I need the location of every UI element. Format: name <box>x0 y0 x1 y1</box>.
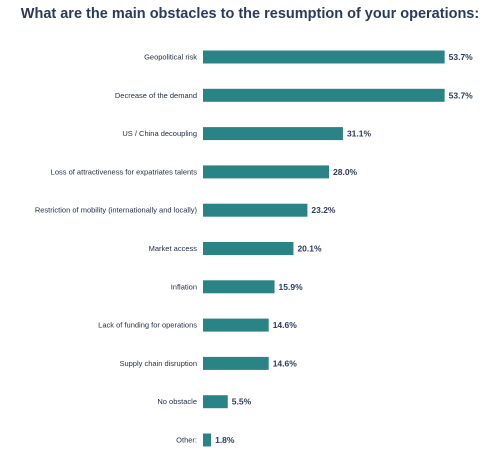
category-label: Restriction of mobility (internationally… <box>35 206 198 215</box>
value-label: 1.8% <box>215 435 235 445</box>
category-label: Lack of funding for operations <box>98 321 197 330</box>
chart-title: What are the main obstacles to the resum… <box>20 6 480 22</box>
bar <box>203 433 212 447</box>
value-label: 14.6% <box>273 358 298 368</box>
bar <box>203 280 275 294</box>
bar <box>203 165 329 179</box>
bar <box>203 50 445 64</box>
value-label: 53.7% <box>449 52 474 62</box>
bar <box>203 395 228 409</box>
value-label: 23.2% <box>311 205 336 215</box>
bar <box>203 242 294 255</box>
value-label: 31.1% <box>347 129 372 139</box>
category-label: Loss of attractiveness for expatriates t… <box>51 167 198 176</box>
value-label: 5.5% <box>232 397 252 407</box>
value-label: 53.7% <box>449 90 474 100</box>
bar <box>203 203 308 217</box>
bar <box>203 356 269 370</box>
bar <box>203 318 269 332</box>
category-label: Market access <box>149 244 198 253</box>
value-label: 20.1% <box>297 244 322 254</box>
category-label: US / China decoupling <box>122 129 197 138</box>
category-label: Inflation <box>171 282 197 291</box>
category-label: No obstacle <box>157 397 197 406</box>
category-label: Other: <box>176 436 197 445</box>
bar <box>203 88 445 102</box>
bar <box>203 127 343 141</box>
category-label: Decrease of the demand <box>115 91 197 100</box>
value-label: 28.0% <box>333 167 358 177</box>
bars-layer: Geopolitical risk 53.7% Decrease of the de… <box>35 50 474 447</box>
category-label: Geopolitical risk <box>144 53 197 62</box>
value-label: 14.6% <box>273 320 298 330</box>
value-label: 15.9% <box>279 282 304 292</box>
category-label: Supply chain disruption <box>119 359 197 368</box>
